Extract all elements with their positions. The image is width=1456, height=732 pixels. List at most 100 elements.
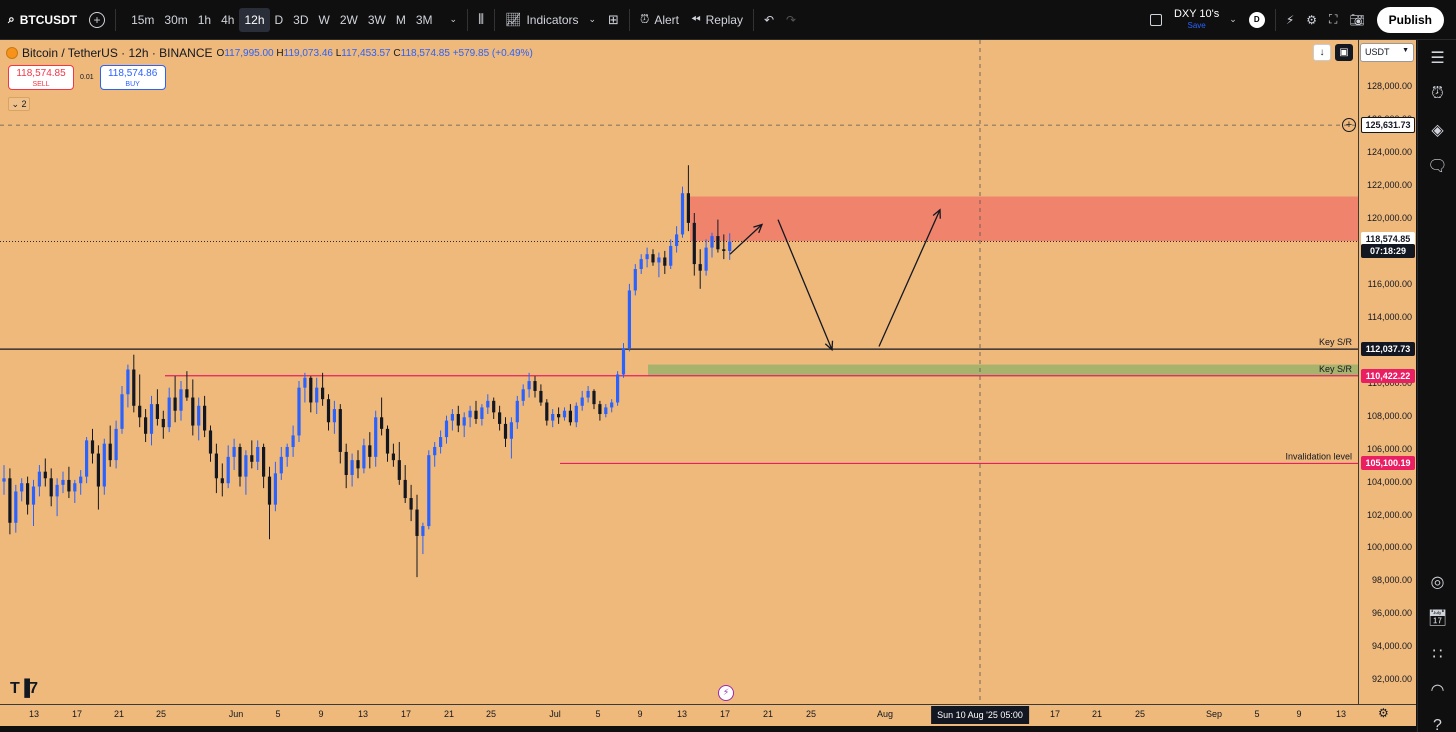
candle[interactable] — [285, 443, 289, 467]
candle[interactable] — [291, 425, 295, 457]
candle[interactable] — [309, 376, 313, 413]
target-icon[interactable]: ◎ — [1430, 574, 1445, 591]
candle[interactable] — [374, 410, 378, 467]
candle[interactable] — [385, 425, 390, 462]
resistance-zone[interactable] — [690, 196, 1358, 242]
candle[interactable] — [208, 425, 213, 462]
candle[interactable] — [427, 450, 431, 530]
timeframe-w[interactable]: W — [318, 12, 330, 27]
candle[interactable] — [651, 249, 655, 266]
candle[interactable] — [31, 479, 36, 527]
chart-type-button[interactable]: ⫴ — [472, 0, 490, 39]
projection-arrows[interactable] — [729, 208, 941, 352]
fullscreen-toggle[interactable] — [1144, 0, 1168, 39]
candle[interactable] — [421, 522, 425, 555]
undo-button[interactable]: ↶ — [758, 0, 780, 39]
candle[interactable] — [173, 376, 177, 423]
candle[interactable] — [102, 438, 106, 495]
candle[interactable] — [621, 343, 626, 378]
candle[interactable] — [267, 466, 272, 540]
candle[interactable] — [586, 386, 590, 403]
layers-icon[interactable]: ◈ — [1431, 122, 1444, 139]
timeframe-dropdown[interactable]: ⌄ — [444, 0, 464, 39]
chart-pane[interactable]: Key S/R Key S/R Invalidation level — [0, 40, 1358, 704]
candle[interactable] — [409, 484, 413, 522]
candle[interactable] — [356, 450, 360, 479]
candle[interactable] — [657, 252, 661, 278]
candle[interactable] — [498, 405, 502, 431]
candle[interactable] — [55, 478, 59, 517]
broadcast-icon[interactable]: ◠ — [1430, 682, 1445, 699]
maximize-button[interactable]: ▣ — [1335, 44, 1353, 61]
indicators-button[interactable]: 📈︎ Indicators ⌄ — [499, 0, 602, 39]
candle[interactable] — [244, 450, 248, 495]
candle[interactable] — [167, 387, 171, 433]
candle[interactable] — [226, 445, 230, 489]
candle[interactable] — [191, 379, 195, 436]
candle[interactable] — [197, 397, 201, 441]
candle[interactable] — [96, 445, 100, 510]
candle[interactable] — [338, 404, 342, 464]
replay-button[interactable]: ⏪︎ Replay — [685, 0, 749, 39]
candle[interactable] — [214, 443, 218, 494]
candle[interactable] — [568, 404, 572, 426]
candle[interactable] — [598, 400, 602, 421]
watchlist-icon[interactable]: ☰ — [1430, 50, 1445, 67]
candle[interactable] — [515, 395, 519, 429]
candle[interactable] — [533, 376, 537, 398]
candle[interactable] — [557, 407, 561, 424]
candle[interactable] — [90, 428, 95, 464]
time-axis[interactable]: 13 17 21 25 Jun 5 9 13 17 21 25 Jul 5 9 13 17 21 25 Aug 17 2… — [0, 704, 1416, 726]
help-icon[interactable]: ? — [1433, 717, 1442, 732]
candle[interactable] — [645, 247, 649, 268]
candle[interactable] — [132, 354, 136, 413]
timeframe-15m[interactable]: 15m — [131, 12, 155, 27]
candle[interactable] — [203, 395, 207, 438]
candle[interactable] — [610, 399, 614, 413]
calendar-icon[interactable]: 📅︎ — [1427, 610, 1448, 627]
publish-button[interactable]: Publish — [1371, 0, 1456, 39]
compare-button[interactable]: + — [83, 0, 111, 39]
candle[interactable] — [698, 249, 702, 289]
candle[interactable] — [403, 465, 407, 503]
candle[interactable] — [527, 372, 531, 398]
candle[interactable] — [391, 443, 395, 467]
gear-icon[interactable]: ⚙ — [1378, 706, 1389, 720]
buy-button[interactable]: 118,574.86 BUY — [99, 65, 166, 90]
scroll-to-latest-button[interactable]: ↓ — [1313, 44, 1331, 61]
candle[interactable] — [539, 384, 543, 406]
candle[interactable] — [144, 409, 148, 443]
fullscreen-button[interactable]: ⛶ — [1323, 0, 1343, 39]
candle[interactable] — [20, 478, 24, 502]
chat-icon[interactable]: 🗨︎ — [1427, 158, 1448, 175]
candle[interactable] — [639, 254, 643, 274]
candle[interactable] — [710, 232, 714, 258]
candle[interactable] — [232, 438, 236, 471]
candle[interactable] — [273, 461, 277, 512]
candle[interactable] — [580, 390, 584, 411]
candle[interactable] — [716, 219, 720, 253]
candle[interactable] — [368, 432, 372, 469]
candle[interactable] — [704, 239, 708, 276]
candle[interactable] — [85, 437, 89, 484]
timeframe-12h[interactable]: 12h — [239, 7, 270, 32]
timeframe-1h[interactable]: 1h — [197, 12, 212, 27]
candle[interactable] — [155, 389, 159, 426]
candle[interactable] — [686, 165, 690, 232]
add-alert-icon[interactable]: + — [1342, 118, 1356, 133]
candle[interactable] — [179, 381, 183, 421]
candle[interactable] — [43, 458, 47, 487]
alerts-icon[interactable]: ⏰︎ — [1431, 85, 1444, 102]
candle[interactable] — [185, 371, 189, 401]
candle[interactable] — [37, 465, 41, 497]
indicators-collapse-button[interactable]: ⌄ 2 — [8, 97, 30, 111]
candle[interactable] — [397, 442, 401, 485]
candle[interactable] — [592, 389, 596, 410]
candle[interactable] — [551, 409, 555, 428]
candle[interactable] — [114, 420, 118, 469]
symbol-search[interactable]: ⌕ BTCUSDT — [0, 0, 83, 39]
redo-button[interactable]: ↷ — [780, 0, 802, 39]
candle[interactable] — [8, 468, 12, 535]
candle[interactable] — [450, 409, 454, 431]
candle[interactable] — [680, 186, 685, 238]
